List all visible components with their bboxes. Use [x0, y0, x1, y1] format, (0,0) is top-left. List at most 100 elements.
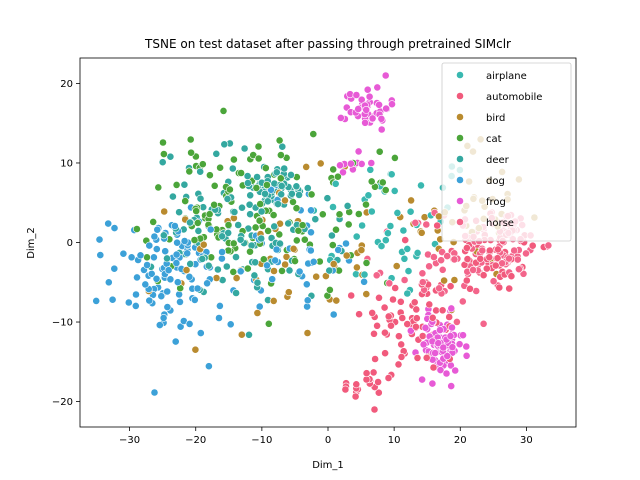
- point-horse: [452, 317, 461, 326]
- point-automobile: [394, 332, 403, 341]
- point-deer: [284, 219, 293, 228]
- point-bird: [434, 212, 443, 221]
- point-cat: [292, 236, 301, 245]
- point-automobile: [410, 298, 419, 307]
- point-automobile: [493, 245, 502, 254]
- x-tick-label: −10: [251, 435, 272, 446]
- point-frog: [336, 161, 344, 170]
- point-deer: [246, 210, 254, 219]
- point-automobile: [397, 340, 406, 349]
- point-airplane: [393, 208, 402, 217]
- point-dog: [185, 319, 194, 328]
- point-deer: [272, 168, 281, 177]
- point-frog: [447, 304, 456, 313]
- legend-label-frog: frog: [486, 197, 506, 208]
- point-deer: [253, 278, 262, 287]
- point-dog: [303, 296, 312, 305]
- point-frog: [357, 95, 366, 104]
- point-deer: [292, 182, 301, 191]
- point-dog: [172, 259, 181, 267]
- point-cat: [229, 239, 238, 248]
- point-bird: [191, 345, 200, 354]
- point-deer: [243, 179, 252, 187]
- point-deer: [287, 170, 295, 179]
- point-dog: [215, 314, 223, 322]
- point-dog: [183, 249, 192, 258]
- point-dog: [172, 250, 181, 259]
- x-tick-label: −20: [185, 435, 206, 446]
- x-tick-label: 30: [520, 435, 533, 446]
- point-dog: [302, 280, 311, 289]
- point-cat: [333, 172, 342, 181]
- point-dog: [163, 287, 172, 296]
- point-dog: [161, 247, 170, 256]
- point-deer: [245, 200, 254, 209]
- point-automobile: [352, 380, 361, 389]
- point-frog: [354, 105, 363, 113]
- point-dog: [171, 337, 180, 346]
- point-airplane: [403, 244, 412, 253]
- legend-marker-dog: [456, 176, 464, 184]
- point-automobile: [433, 221, 442, 230]
- point-frog: [434, 339, 443, 348]
- point-cat: [198, 160, 207, 169]
- point-airplane: [367, 207, 376, 216]
- point-automobile: [412, 305, 421, 314]
- point-cat: [224, 221, 233, 229]
- point-deer: [277, 190, 286, 199]
- point-horse: [510, 246, 519, 255]
- x-tick-label: 10: [388, 435, 401, 446]
- point-cat: [307, 190, 316, 199]
- point-automobile: [462, 243, 471, 252]
- legend-marker-horse: [456, 218, 464, 226]
- point-cat: [143, 253, 151, 262]
- point-dog: [173, 278, 182, 287]
- point-cat: [229, 155, 238, 164]
- point-horse: [429, 253, 438, 261]
- point-deer: [220, 140, 229, 149]
- point-dog: [153, 225, 162, 234]
- point-cat: [132, 225, 141, 233]
- point-dog: [272, 245, 281, 254]
- point-cat: [254, 154, 263, 163]
- point-automobile: [391, 284, 400, 292]
- point-deer: [303, 184, 312, 192]
- point-frog: [431, 349, 439, 357]
- point-dog: [155, 321, 164, 329]
- point-deer: [295, 190, 303, 199]
- point-automobile: [438, 306, 447, 315]
- point-dog: [206, 225, 215, 234]
- point-horse: [513, 255, 522, 264]
- y-tick-label: −20: [52, 397, 73, 408]
- point-bird: [212, 274, 221, 282]
- point-airplane: [386, 222, 395, 230]
- point-bird: [362, 290, 371, 298]
- point-deer: [232, 289, 240, 297]
- point-automobile: [374, 388, 383, 397]
- point-bird: [316, 159, 325, 168]
- point-automobile: [413, 353, 422, 362]
- point-dog: [176, 297, 184, 306]
- point-horse: [489, 277, 498, 286]
- point-deer: [280, 164, 289, 173]
- point-deer: [253, 173, 261, 181]
- point-bird: [284, 288, 293, 297]
- point-cat: [149, 217, 158, 226]
- point-airplane: [399, 226, 408, 235]
- point-automobile: [479, 271, 488, 280]
- point-cat: [243, 264, 252, 273]
- legend-marker-airplane: [456, 71, 464, 79]
- point-frog: [439, 343, 448, 352]
- point-dog: [307, 228, 315, 237]
- point-frog: [447, 382, 456, 390]
- point-deer: [158, 158, 167, 167]
- point-frog: [436, 326, 444, 334]
- point-deer: [243, 172, 252, 180]
- point-airplane: [364, 191, 373, 200]
- point-frog: [448, 343, 457, 352]
- point-automobile: [375, 293, 383, 302]
- point-dog: [110, 224, 119, 232]
- point-cat: [154, 183, 163, 192]
- point-dog: [334, 245, 343, 254]
